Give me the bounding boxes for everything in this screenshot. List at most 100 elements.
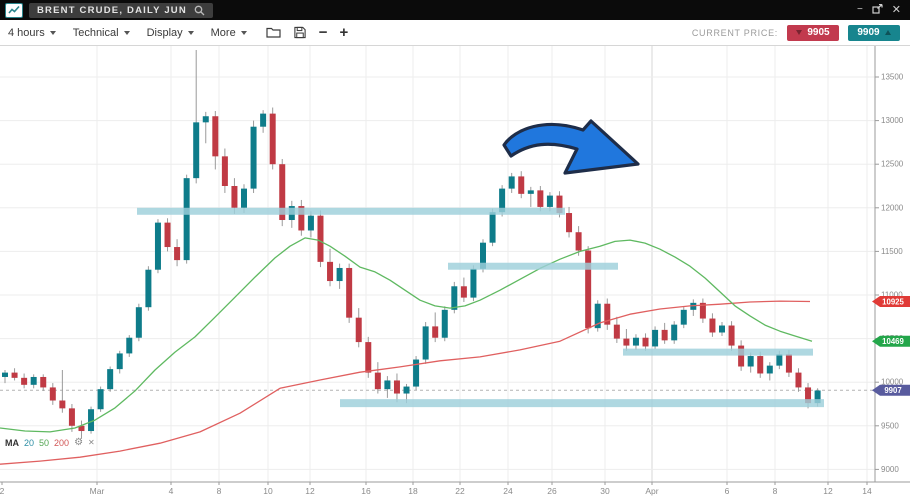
candle-up <box>30 376 37 385</box>
indicator-settings-gear-icon[interactable]: ⚙ <box>74 437 84 448</box>
y-axis-label: 9500 <box>881 421 899 430</box>
current-price-group: CURRENT PRICE: 9905 9909 <box>692 24 902 41</box>
candle-up <box>652 329 659 347</box>
price-tag-label: 10925 <box>882 297 904 306</box>
candle-up <box>766 365 773 374</box>
ma200-line <box>0 300 811 465</box>
y-axis-label: 11500 <box>881 247 903 256</box>
x-axis-label: Mar <box>90 486 105 496</box>
y-axis-label: 13500 <box>881 73 904 82</box>
candle-down <box>537 190 544 207</box>
candle-down <box>556 195 563 214</box>
candle-up <box>403 386 410 394</box>
more-dropdown[interactable]: More <box>211 27 247 39</box>
candle-down <box>738 345 745 367</box>
minimize-button[interactable]: − <box>856 4 863 15</box>
candle-down <box>174 247 181 261</box>
candle-up <box>422 326 429 360</box>
search-icon[interactable] <box>194 5 205 16</box>
candle-up <box>126 337 133 354</box>
candle-up <box>241 188 247 208</box>
candle-up <box>202 116 209 123</box>
candle-up <box>260 113 267 127</box>
save-icon[interactable] <box>293 26 307 39</box>
candle-up <box>489 212 496 243</box>
display-label: Display <box>146 26 183 39</box>
candle-up <box>307 215 314 231</box>
instrument-title: BRENT CRUDE, DAILY JUN <box>37 4 187 16</box>
zoom-out-icon[interactable]: − <box>318 24 328 41</box>
candle-down <box>298 206 305 231</box>
candle-up <box>632 337 639 346</box>
buy-price-button[interactable]: 9909 <box>848 24 900 41</box>
x-axis-label: 10 <box>263 486 273 496</box>
candle-down <box>604 303 611 325</box>
candle-down <box>785 354 792 373</box>
timeframe-dropdown[interactable]: 4 hours <box>8 27 56 39</box>
popout-window-button[interactable] <box>872 3 883 17</box>
candle-up <box>680 309 687 325</box>
candle-up <box>384 380 391 390</box>
chart-area: 1350013000125001200011500110001050010000… <box>0 46 910 497</box>
window-controls: − ✕ <box>856 3 905 17</box>
candle-down <box>432 326 439 338</box>
candle-up <box>499 188 506 213</box>
candle-up <box>2 372 8 377</box>
candle-down <box>699 302 706 319</box>
candle-down <box>164 222 171 248</box>
x-axis-label: 8 <box>773 486 778 496</box>
price-tag <box>872 384 910 396</box>
chevron-down-icon <box>49 30 56 35</box>
candle-down <box>795 372 802 388</box>
indicator-remove-icon[interactable]: ✕ <box>88 438 95 447</box>
open-folder-icon[interactable] <box>266 26 281 39</box>
candle-down <box>59 400 66 409</box>
x-axis-label: Apr <box>645 486 658 496</box>
sell-price-button[interactable]: 9905 <box>787 24 839 41</box>
buy-price-value: 9909 <box>857 27 880 38</box>
candle-up <box>88 409 95 432</box>
candle-down <box>575 232 582 251</box>
candle-down <box>518 176 525 194</box>
price-up-arrow-icon <box>884 30 891 35</box>
candle-down <box>279 164 286 221</box>
candle-up <box>776 354 783 366</box>
candle-up <box>508 176 515 189</box>
candle-up <box>451 286 458 310</box>
chart-toolbar: 4 hours Technical Display More − + CURRE… <box>0 20 910 46</box>
x-axis-label: 14 <box>862 486 872 496</box>
chevron-down-icon <box>187 30 194 35</box>
candle-down <box>212 116 219 157</box>
price-tag <box>872 335 910 347</box>
candle-down <box>757 356 764 374</box>
candle-down <box>317 215 324 262</box>
technical-dropdown[interactable]: Technical <box>73 27 130 39</box>
candle-down <box>709 318 716 333</box>
candle-up <box>546 195 553 207</box>
support-resistance-zone <box>623 348 813 356</box>
candle-up <box>747 356 754 367</box>
support-resistance-zone <box>340 399 824 408</box>
candle-down <box>642 337 649 347</box>
close-button[interactable]: ✕ <box>891 3 901 16</box>
price-tag-label: 9907 <box>884 386 901 395</box>
candle-up <box>527 190 534 194</box>
candle-up <box>250 126 257 189</box>
candle-up <box>413 359 420 387</box>
x-axis-label: 22 <box>455 486 465 496</box>
x-axis-label: 12 <box>823 486 833 496</box>
legend-ma-label: MA <box>5 438 19 448</box>
candle-down <box>221 156 228 186</box>
candle-up <box>97 389 104 410</box>
x-axis-label: 8 <box>217 486 222 496</box>
candle-down <box>21 377 28 385</box>
display-dropdown[interactable]: Display <box>147 27 194 39</box>
instrument-selector[interactable]: BRENT CRUDE, DAILY JUN <box>29 2 213 18</box>
y-axis-label: 9000 <box>881 465 899 474</box>
zoom-in-icon[interactable]: + <box>339 24 349 41</box>
price-tag <box>872 296 910 308</box>
x-axis-label: 24 <box>503 486 513 496</box>
y-axis-label: 12500 <box>881 160 904 169</box>
price-chart-canvas[interactable]: 1350013000125001200011500110001050010000… <box>0 46 910 497</box>
